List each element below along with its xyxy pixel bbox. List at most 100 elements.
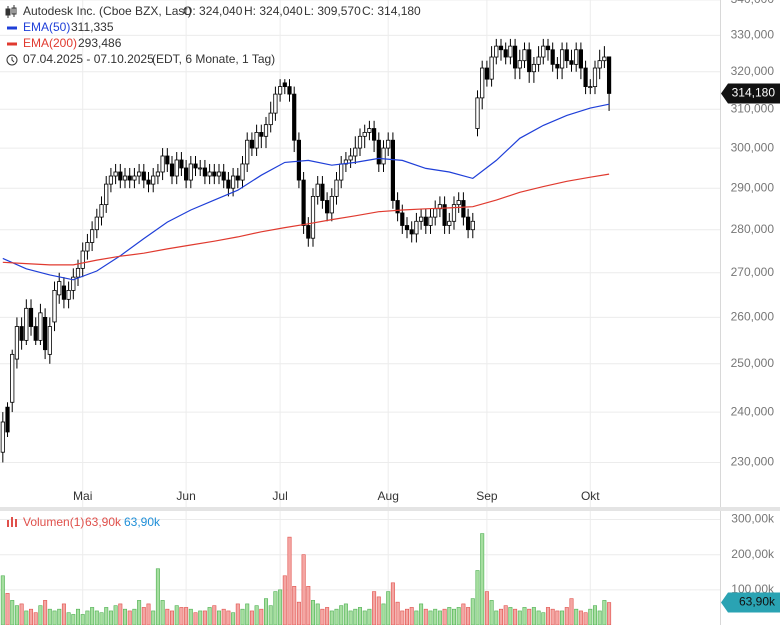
volume-bar [451,608,456,625]
volume-bar [188,608,193,625]
candle-body [240,163,245,181]
volume-bar [296,601,301,625]
date-range: 07.04.2025 - 07.10.2025 [23,52,154,66]
candle-body [381,147,386,165]
candle-body [522,49,527,62]
volume-bar [367,608,372,625]
legend-value: 293,486 [78,36,122,50]
volume-bar [66,612,71,625]
volume-bar [165,608,170,625]
volume-bar [90,607,95,625]
volume-bar [123,608,128,625]
volume-bar [325,607,330,625]
legend-value: 311,335 [71,20,114,34]
candle-body [235,175,240,181]
candle-body [592,67,598,88]
candle-body [395,200,400,214]
candle-body [226,179,231,189]
candle-body [19,326,24,341]
ohlc-open: O: 324,040 [183,4,243,18]
candle-body [118,171,123,181]
candle-body [75,267,81,278]
panel-separator [0,507,780,511]
candle-body [357,135,363,149]
y-tick-label: 200,00k [731,547,775,561]
volume-bar [395,601,400,625]
y-tick-label: 330,000 [731,27,775,41]
candle-body [602,56,607,62]
candle-body [442,204,447,226]
candle-body [301,179,306,226]
candle-body [122,175,128,181]
header: Autodesk Inc. (Cboe BZX, Last) O: 324,04… [5,4,421,66]
volume-bar [517,610,522,625]
candle-body [404,225,410,231]
candle-body [409,229,414,235]
candle-body [249,139,255,149]
ohlc-high: H: 324,040 [244,4,303,18]
volume-bar [343,603,348,625]
candle-body [334,179,339,197]
candle-body [390,139,395,201]
volume-bar [357,607,362,625]
volume-bar [301,554,306,625]
candle-body [550,49,555,65]
volume-bar [306,586,311,625]
volume-bar [170,610,175,625]
candle-body [329,195,334,214]
candle-body [141,171,146,181]
volume-bar [433,608,438,625]
volume-bar [5,593,10,625]
volume-bar [400,610,405,625]
y-tick-label: 260,000 [731,310,775,324]
volume-bar [386,591,391,625]
candle-body [447,220,452,226]
volume-bar [38,605,43,625]
volume-bar [160,600,165,625]
candle-body [146,179,151,185]
volume-bar [127,610,132,625]
volume-bar [254,605,259,625]
candle-body [287,86,292,95]
candle-body [155,171,161,177]
volume-bar [202,610,207,625]
volume-bar [315,603,320,625]
candle-body [127,175,132,181]
price-tag [721,83,780,104]
candle-body [569,60,574,65]
volume-bar [475,570,480,625]
candle-body [212,171,217,177]
volume-bar [10,600,15,625]
candle-body [400,212,405,226]
volume-bar [108,610,113,625]
candle-body [108,175,114,185]
x-tick-label: Sep [476,489,498,503]
candle-body [451,204,457,222]
ohlc-value: 314,180 [377,4,421,18]
candle-body [90,229,95,243]
volume-bar [273,591,278,625]
volume-bar [184,607,189,625]
y-tick-label: 100,00k [731,582,775,596]
y-tick-label: 290,000 [731,180,775,194]
price-tag-label: 314,180 [732,86,776,100]
volume-bar [583,612,588,625]
y-tick-label: 230,000 [731,455,775,469]
volume-bar [94,610,99,625]
candle-body [606,56,612,94]
volume-bar [193,612,198,625]
volume-bar [231,612,236,625]
volume-bar [33,612,38,625]
volume-bar [151,610,156,625]
candle-body [221,171,226,181]
candle-body [320,183,325,201]
volume-bar [104,607,109,625]
volume-bar [320,608,325,625]
legend-value: 63,90k [124,515,161,529]
volume-bar [174,605,179,625]
volume-bar [498,608,503,625]
candle-body [61,285,67,300]
volume-bar [381,603,386,625]
candle-body [367,128,372,133]
candle-body [43,316,48,351]
